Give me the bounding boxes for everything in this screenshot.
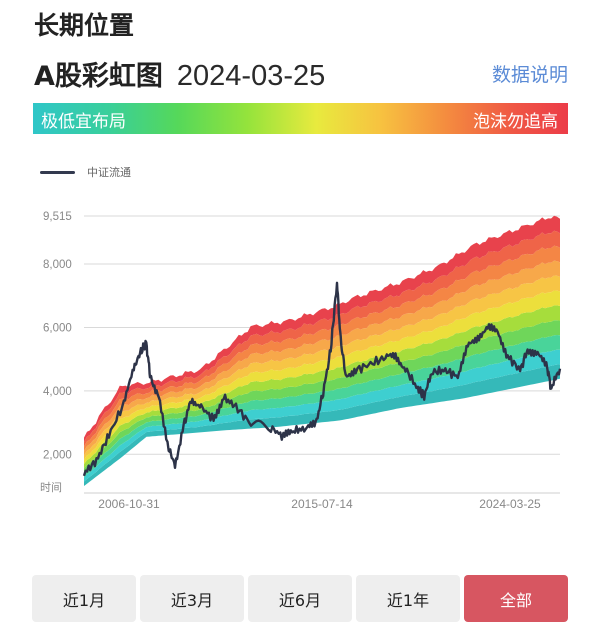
rainbow-high-label: 泡沫勿追高 <box>473 112 558 132</box>
chart-legend: 中证流通 <box>40 164 131 180</box>
rainbow-band-8 <box>84 260 560 456</box>
x-tick-label: 2015-07-14 <box>291 497 353 511</box>
range-button-4[interactable]: 近1年 <box>356 575 460 622</box>
y-axis-unit-label: 时间 <box>40 481 62 494</box>
chart-title: A股彩虹图 <box>34 61 163 92</box>
rainbow-band-9 <box>84 245 560 451</box>
chart-date: 2024-03-25 <box>176 60 326 92</box>
range-button-3[interactable]: 近6月 <box>248 575 352 622</box>
rainbow-band-10 <box>84 230 560 447</box>
rainbow-band-1 <box>84 364 560 486</box>
range-button-1[interactable]: 近1月 <box>32 575 136 622</box>
x-tick-label: 2024-03-25 <box>479 497 541 511</box>
rainbow-scale-bar: 极低宜布局 泡沫勿追高 <box>33 103 568 134</box>
rainbow-band-2 <box>84 349 560 482</box>
legend-series-label: 中证流通 <box>87 166 131 179</box>
legend-line-swatch <box>40 170 75 174</box>
y-tick-labels: 9,515 8,000 6,000 4,000 2,000 <box>43 211 72 461</box>
rainbow-band-5 <box>84 305 560 469</box>
rainbow-low-label: 极低宜布局 <box>41 112 126 132</box>
rainbow-band-6 <box>84 290 560 464</box>
index-line <box>82 281 562 477</box>
rainbow-band-4 <box>84 320 560 473</box>
y-tick-label: 4,000 <box>43 386 72 398</box>
rainbow-band-11 <box>84 215 560 442</box>
page-title: A股彩虹图 2024-03-25 <box>34 54 325 93</box>
y-tick-label: 2,000 <box>43 449 72 461</box>
section-title: 长期位置 <box>34 11 135 40</box>
y-tick-label: 8,000 <box>43 259 72 271</box>
rainbow-band-7 <box>84 275 560 460</box>
x-tick-label: 2006-10-31 <box>98 497 160 511</box>
y-tick-label: 9,515 <box>43 211 72 223</box>
range-selector: 近1月 近3月 近6月 近1年 全部 <box>32 575 568 622</box>
data-description-link[interactable]: 数据说明 <box>491 64 568 86</box>
range-button-2[interactable]: 近3月 <box>140 575 244 622</box>
x-tick-labels: 2006-10-31 2015-07-14 2024-03-25 <box>98 497 541 511</box>
range-button-5[interactable]: 全部 <box>464 575 568 622</box>
rainbow-bands <box>84 215 560 486</box>
y-tick-label: 6,000 <box>43 322 72 334</box>
